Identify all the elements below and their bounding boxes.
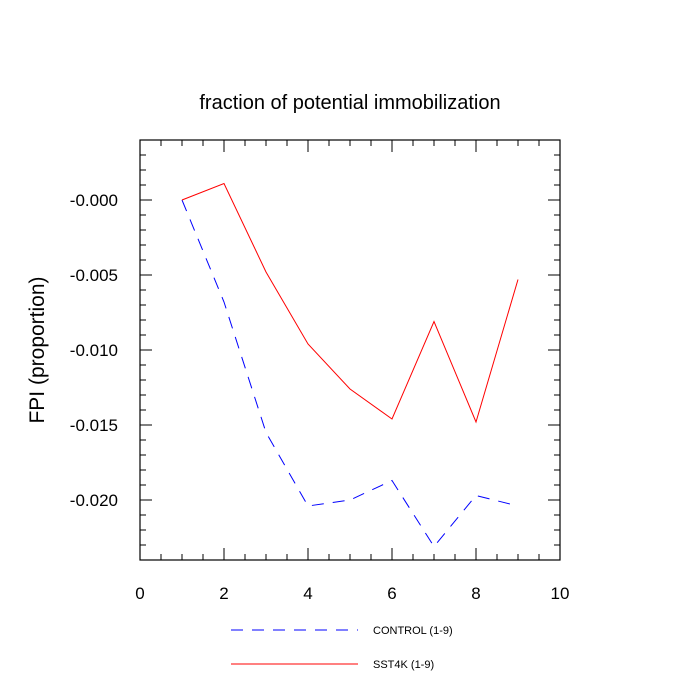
series-lines [181,182,519,548]
x-tick-label: 2 [219,584,228,603]
y-tick-label: -0.015 [70,416,118,435]
chart-title: fraction of potential immobilization [199,92,500,114]
y-tick-label: -0.020 [70,491,118,510]
series-line-control [181,199,519,548]
x-tick-label: 4 [303,584,312,603]
series-line-sst4k [181,182,519,424]
axis-ticks: 0 2 4 6 8 10 -0.000 -0.005 -0.010 -0.015 -0.020 [70,139,570,603]
y-tick-label: -0.005 [70,266,118,285]
legend-label: CONTROL (1-9) [373,625,453,637]
legend-label: SST4K (1-9) [373,659,434,671]
legend: CONTROL (1-9) SST4K (1-9) [231,625,453,671]
x-tick-label: 8 [471,584,480,603]
x-tick-label: 6 [387,584,396,603]
y-tick-label: -0.000 [70,191,118,210]
y-axis-label: FPI (proportion) [26,276,49,423]
x-tick-label: 10 [551,584,570,603]
y-tick-label: -0.010 [70,341,118,360]
x-tick-label: 0 [135,584,144,603]
